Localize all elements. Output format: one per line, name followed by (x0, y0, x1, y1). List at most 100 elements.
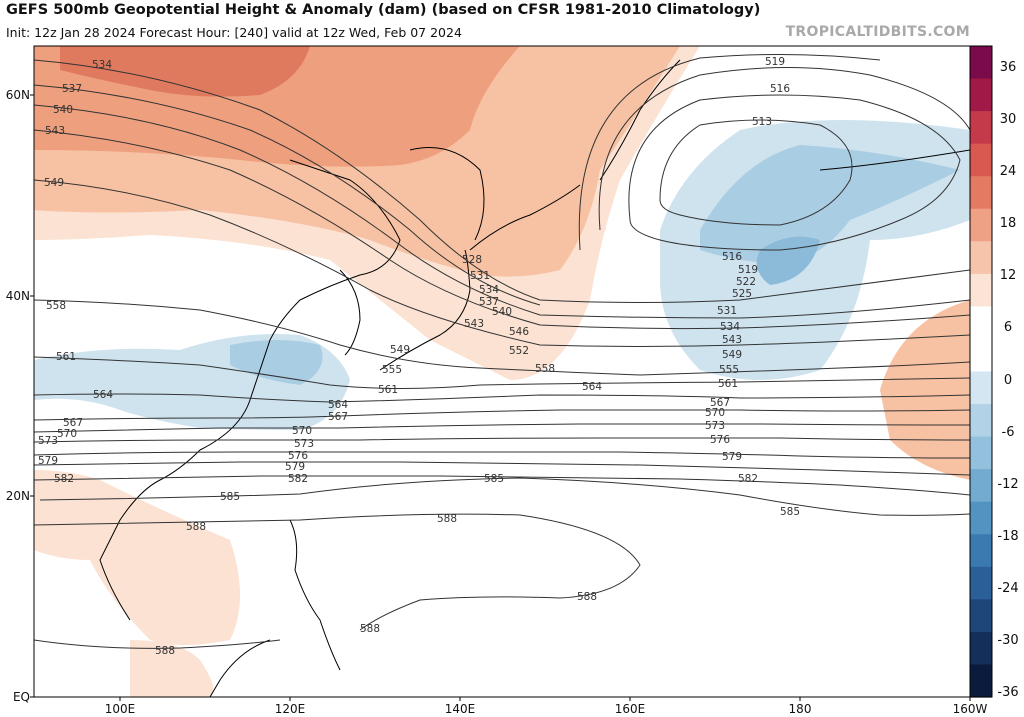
lon-label: 180 (788, 702, 812, 716)
colorbar-tick-label: 6 (1003, 320, 1013, 336)
contour-label: 582 (738, 473, 758, 485)
lon-label: 120E (274, 702, 306, 716)
contour-label: 588 (437, 513, 457, 525)
colorbar-swatch (970, 111, 992, 145)
colorbar-tick-label: 30 (999, 112, 1017, 128)
colorbar-swatch (970, 208, 992, 242)
contour-label: 543 (45, 125, 65, 137)
colorbar-tick-label: -36 (997, 685, 1019, 700)
contour-label: 546 (509, 326, 529, 338)
contour-label: 567 (328, 411, 348, 423)
contour-label: 564 (582, 381, 602, 393)
contour-label: 555 (382, 364, 402, 376)
contour-label: 540 (492, 306, 512, 318)
contour-label: 537 (62, 83, 82, 95)
colorbar-swatch (970, 46, 992, 80)
contour-label: 540 (53, 104, 73, 116)
colorbar-tick-label: 36 (999, 60, 1017, 75)
contour-label: 519 (765, 56, 785, 68)
colorbar (969, 45, 993, 698)
contour-label: 576 (288, 450, 308, 462)
contour-label: 588 (577, 591, 597, 603)
contour-label: 558 (46, 300, 66, 312)
contour-label: 567 (710, 397, 730, 409)
colorbar-swatch (970, 469, 992, 503)
contour-label: 585 (780, 506, 800, 518)
colorbar-swatch (970, 501, 992, 535)
height-contours (34, 53, 970, 649)
contour-label: 579 (722, 451, 742, 463)
lon-label: 100E (104, 702, 136, 716)
colorbar-swatch (970, 371, 992, 405)
brand-watermark: TROPICALTIDBITS.COM (785, 24, 970, 40)
contour-label: 561 (718, 378, 738, 390)
contour-label: 564 (93, 389, 113, 401)
contour-label: 582 (54, 473, 74, 485)
positive-anomaly-region (34, 46, 970, 697)
colorbar-swatch (970, 176, 992, 210)
contour-label: 516 (722, 251, 742, 263)
contour-label: 561 (56, 351, 76, 363)
contour-label: 513 (752, 116, 772, 128)
contour-label: 567 (63, 417, 83, 429)
colorbar-tick-label: 0 (1003, 372, 1013, 388)
colorbar-swatch (970, 404, 992, 438)
contour-label: 585 (484, 473, 504, 485)
colorbar-swatch (970, 338, 992, 373)
contour-label: 531 (717, 305, 737, 317)
contour-label: 582 (288, 473, 308, 485)
contour-label: 534 (92, 59, 112, 71)
lat-label: 60N (5, 88, 30, 102)
colorbar-tick-label: 24 (999, 164, 1017, 180)
coastlines (99, 59, 970, 697)
contour-label: 588 (155, 645, 175, 657)
colorbar-tick-label: -6 (1001, 424, 1015, 440)
contour-label: 588 (360, 623, 380, 635)
contour-label: 534 (720, 321, 740, 333)
colorbar-tick-label: -24 (997, 580, 1019, 596)
colorbar-swatch (970, 78, 992, 112)
contour-label: 585 (220, 491, 240, 503)
contour-label: 534 (479, 284, 499, 296)
contour-label: 543 (464, 318, 484, 330)
contour-label: 558 (535, 363, 555, 375)
contour-label: 576 (710, 434, 730, 446)
contour-label: 528 (462, 254, 482, 266)
contour-label: 531 (470, 270, 490, 282)
colorbar-swatch (970, 306, 992, 340)
contour-label: 588 (186, 521, 206, 533)
colorbar-swatch (970, 631, 992, 666)
colorbar-swatch (970, 143, 992, 177)
contour-label: 519 (738, 264, 758, 276)
contour-label: 570 (705, 407, 725, 419)
colorbar-tick-label: -18 (997, 528, 1019, 544)
contour-label: 555 (719, 364, 739, 376)
contour-label: 570 (292, 425, 312, 437)
contour-label: 549 (722, 349, 742, 361)
contour-label: 522 (736, 276, 756, 288)
colorbar-tick-label: 12 (999, 268, 1017, 284)
contour-label: 549 (44, 177, 64, 189)
lon-label: 160E (614, 702, 646, 716)
colorbar-swatch (970, 664, 992, 698)
colorbar-swatch (970, 241, 992, 275)
lon-label: 160W (952, 702, 988, 716)
lat-label: 20N (5, 489, 30, 503)
contour-label: 570 (57, 428, 77, 440)
axis-ticks (30, 94, 971, 701)
colorbar-tick-label: -12 (997, 476, 1019, 492)
contour-label: 516 (770, 83, 790, 95)
chart-subtitle: Init: 12z Jan 28 2024 Forecast Hour: [24… (6, 25, 462, 40)
colorbar-tick-label: 18 (999, 216, 1017, 232)
colorbar-swatch (970, 566, 992, 600)
lat-label: 40N (5, 289, 30, 303)
colorbar-swatch (970, 273, 992, 307)
colorbar-swatch (970, 599, 992, 633)
negative-anomaly-region (34, 120, 970, 430)
contour-label: 564 (328, 399, 348, 411)
contour-label: 579 (38, 455, 58, 467)
colorbar-swatch (970, 534, 992, 568)
colorbar-swatch (970, 436, 992, 470)
contour-label: 543 (722, 334, 742, 346)
